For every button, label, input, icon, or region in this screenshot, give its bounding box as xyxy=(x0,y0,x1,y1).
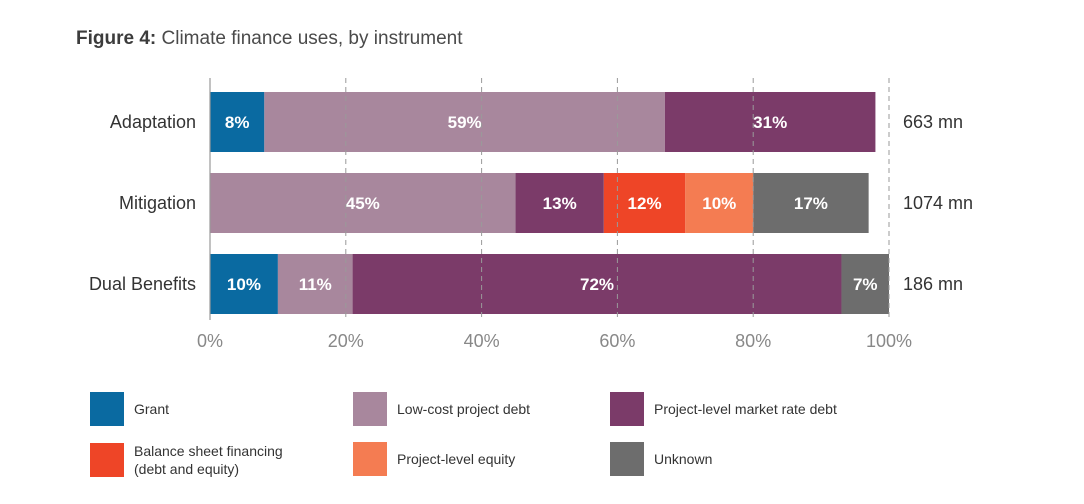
data-label: 11% xyxy=(299,275,332,294)
bar-segment xyxy=(277,254,353,314)
stacked-bar-chart: 8% 59% 31% 45% 13% 12% 10% 17% 10% 11% 72% 7% 0% 20% 4… xyxy=(89,78,973,351)
category-label: Adaptation xyxy=(110,112,196,132)
bar-segment xyxy=(352,254,842,314)
data-label: 17% xyxy=(794,194,828,213)
data-label: 7% xyxy=(853,275,878,294)
bar-segment xyxy=(664,92,876,152)
legend-item-grant: Grant xyxy=(90,392,169,426)
legend-item-balance-sheet: Balance sheet financing (debt and equity… xyxy=(90,442,283,478)
bar-segment xyxy=(515,173,604,233)
legend-swatch xyxy=(90,392,124,426)
total-label: 186 mn xyxy=(903,274,963,294)
legend-swatch xyxy=(353,392,387,426)
category-label: Mitigation xyxy=(119,193,196,213)
data-label: 13% xyxy=(543,194,577,213)
x-tick-label: 80% xyxy=(735,331,771,351)
x-tick-label: 0% xyxy=(197,331,223,351)
bar-segment xyxy=(685,173,754,233)
legend-swatch xyxy=(353,442,387,476)
legend-item-low-cost-debt: Low-cost project debt xyxy=(353,392,530,426)
legend-swatch xyxy=(610,392,644,426)
legend-label: Balance sheet financing (debt and equity… xyxy=(134,443,283,477)
chart-legend: Grant Low-cost project debt Project-leve… xyxy=(0,392,1084,492)
figure-caption: Climate finance uses, by instrument xyxy=(161,28,463,49)
legend-item-project-equity: Project-level equity xyxy=(353,442,515,476)
bar-segment xyxy=(753,173,869,233)
data-label: 72% xyxy=(580,275,614,294)
data-label: 31% xyxy=(753,113,787,132)
legend-label: Unknown xyxy=(654,451,713,467)
bar-segment xyxy=(210,173,516,233)
legend-label: Low-cost project debt xyxy=(397,401,531,417)
legend-swatch xyxy=(90,443,124,477)
x-tick-label: 100% xyxy=(866,331,912,351)
bar-segment xyxy=(210,92,265,152)
figure-title: Figure 4: Climate finance uses, by instr… xyxy=(76,28,462,50)
data-label: 12% xyxy=(628,194,662,213)
legend-item-unknown: Unknown xyxy=(610,442,712,476)
legend-label: Project-level market rate debt xyxy=(654,401,837,417)
bar-segment xyxy=(841,254,889,314)
total-label: 1074 mn xyxy=(903,193,973,213)
legend-item-market-rate-debt: Project-level market rate debt xyxy=(610,392,837,426)
legend-label: Grant xyxy=(134,401,170,417)
bar-segment xyxy=(264,92,665,152)
x-tick-label: 60% xyxy=(599,331,635,351)
data-label: 10% xyxy=(227,275,261,294)
category-label: Dual Benefits xyxy=(89,274,196,294)
data-label: 59% xyxy=(448,113,482,132)
data-label: 45% xyxy=(346,194,380,213)
bar-segment xyxy=(210,254,278,314)
x-tick-label: 20% xyxy=(328,331,364,351)
x-tick-label: 40% xyxy=(464,331,500,351)
total-label: 663 mn xyxy=(903,112,963,132)
legend-label: Project-level equity xyxy=(397,451,516,467)
data-label: 10% xyxy=(702,194,736,213)
figure-label: Figure 4: xyxy=(76,28,157,49)
legend-swatch xyxy=(610,442,644,476)
data-label: 8% xyxy=(225,113,250,132)
